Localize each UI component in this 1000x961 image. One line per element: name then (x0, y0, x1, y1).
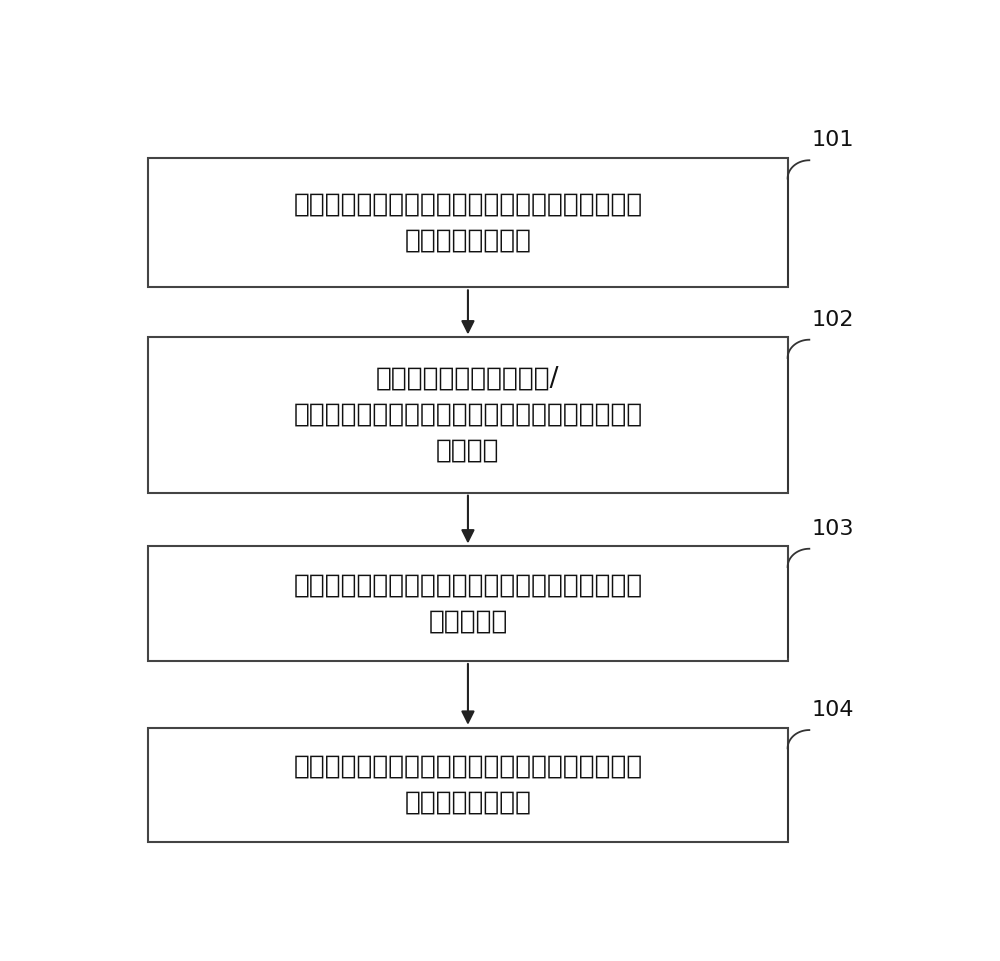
Bar (148, 337, 788, 493)
Bar (148, 727, 788, 843)
Bar (148, 158, 788, 287)
Text: 获取焊接主轴支撑机构和/
或工件支撑机构上与所述焊接主轴相对位置处的形
变位移量: 获取焊接主轴支撑机构和/ 或工件支撑机构上与所述焊接主轴相对位置处的形 变位移量 (293, 366, 643, 464)
Text: 104: 104 (811, 701, 854, 720)
Text: 103: 103 (811, 519, 854, 539)
Text: 102: 102 (811, 309, 854, 330)
Text: 当接收到焊接控制指令时，控制焊接主轴恒位移以
进行搅拌摩擦焊接: 当接收到焊接控制指令时，控制焊接主轴恒位移以 进行搅拌摩擦焊接 (293, 191, 643, 254)
Text: 101: 101 (811, 131, 854, 151)
Text: 根据所述轴向随动插补位移量控制所述焊接主轴在
轴向上的插补位移: 根据所述轴向随动插补位移量控制所述焊接主轴在 轴向上的插补位移 (293, 754, 643, 816)
Bar (148, 547, 788, 661)
Text: 根据所述形变位移量确定所述焊接主轴的轴向随动
插补位移量: 根据所述形变位移量确定所述焊接主轴的轴向随动 插补位移量 (293, 573, 643, 634)
